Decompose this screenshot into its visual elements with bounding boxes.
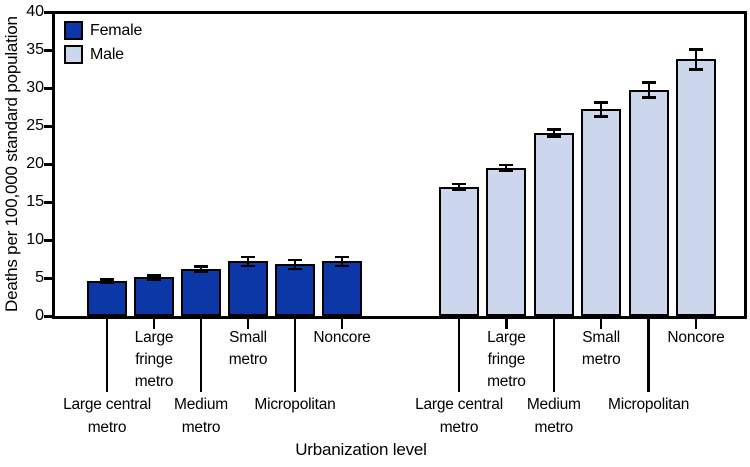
bar-male-medium-metro xyxy=(533,132,574,316)
category-label-small-metro: Small metro xyxy=(228,329,268,368)
x-axis-tick-medium-metro xyxy=(199,319,203,392)
bar-female-medium-metro xyxy=(181,268,221,316)
error-cap-bottom xyxy=(241,264,255,268)
bar-male-micropolitan xyxy=(628,89,669,316)
category-label-large-fringe-metro: Large fringe metro xyxy=(487,329,526,390)
y-tick-label: 40 xyxy=(26,3,44,20)
category-label-medium-metro: Medium metro xyxy=(174,396,228,436)
bar-female-micropolitan xyxy=(275,264,315,316)
error-cap-top xyxy=(452,182,466,186)
error-bar-male-noncore xyxy=(694,49,698,69)
category-label-small-metro: Small metro xyxy=(581,329,621,368)
error-cap-bottom xyxy=(288,267,302,271)
bar-female-small-metro xyxy=(228,261,268,316)
category-label-micropolitan: Micropolitan xyxy=(608,396,690,413)
error-cap-top xyxy=(194,265,208,269)
legend-swatch-female xyxy=(64,21,83,40)
y-axis-tick xyxy=(44,48,52,52)
error-cap-top xyxy=(499,163,514,167)
category-label-large-fringe-metro: Large fringe metro xyxy=(134,329,174,390)
y-axis-tick xyxy=(44,162,52,166)
y-axis-tick xyxy=(44,200,52,204)
category-label-medium-metro: Medium metro xyxy=(526,396,581,436)
category-label-noncore: Noncore xyxy=(667,329,725,346)
x-axis-tick-large-central-metro xyxy=(105,319,109,392)
error-bar-male-medium-metro xyxy=(552,129,555,137)
error-cap-bottom xyxy=(194,269,208,273)
error-cap-bottom xyxy=(689,67,703,71)
error-cap-bottom xyxy=(546,135,561,139)
x-axis-tick-micropolitan xyxy=(647,319,650,392)
error-cap-top xyxy=(147,274,161,277)
x-axis-tick-large-central-metro xyxy=(457,319,461,392)
bar-female-large-central-metro xyxy=(87,281,127,316)
error-cap-bottom xyxy=(335,264,349,268)
error-bar-female-micropolitan xyxy=(293,259,297,269)
error-cap-bottom xyxy=(452,188,466,192)
legend-item-male: Male xyxy=(64,45,142,64)
x-axis-tick-noncore xyxy=(340,319,344,329)
y-axis-tick xyxy=(44,238,52,242)
category-label-large-central-metro: Large central metro xyxy=(63,396,151,436)
error-bar-female-noncore xyxy=(340,256,344,266)
y-tick-label: 0 xyxy=(35,307,44,324)
y-tick-label: 15 xyxy=(26,193,44,210)
bar-male-large-fringe-metro xyxy=(486,167,527,316)
y-axis-tick xyxy=(44,314,52,318)
bar-female-large-fringe-metro xyxy=(134,277,174,316)
x-axis-tick-large-fringe-metro xyxy=(152,319,156,329)
bar-male-noncore xyxy=(676,59,716,316)
y-tick-label: 5 xyxy=(35,269,44,286)
error-cap-bottom xyxy=(147,277,161,281)
legend-item-female: Female xyxy=(64,21,142,40)
x-axis-tick-large-fringe-metro xyxy=(505,319,508,329)
error-cap-top xyxy=(335,255,349,259)
error-cap-top xyxy=(100,278,114,282)
y-axis-tick xyxy=(44,124,52,128)
category-label-micropolitan: Micropolitan xyxy=(254,396,336,413)
error-cap-bottom xyxy=(100,281,114,285)
category-label-noncore: Noncore xyxy=(313,329,371,346)
error-cap-top xyxy=(288,258,302,262)
y-tick-label: 30 xyxy=(26,79,44,96)
x-axis-tick-medium-metro xyxy=(552,319,556,392)
bar-male-large-central-metro xyxy=(439,186,479,316)
y-tick-label: 10 xyxy=(26,231,44,248)
y-axis-tick xyxy=(44,276,52,280)
error-bar-female-large-fringe-metro xyxy=(152,275,156,280)
y-axis-tick xyxy=(44,86,52,90)
error-cap-top xyxy=(689,48,703,51)
y-tick-label: 25 xyxy=(26,117,44,134)
x-axis-tick-micropolitan xyxy=(293,319,297,392)
error-cap-top xyxy=(546,127,561,131)
error-cap-bottom xyxy=(641,95,656,99)
y-tick-label: 20 xyxy=(26,155,44,172)
legend-label: Female xyxy=(90,21,143,39)
error-bar-female-small-metro xyxy=(246,256,250,266)
error-bar-male-small-metro xyxy=(600,102,603,117)
bar-female-noncore xyxy=(322,261,362,316)
legend-label: Male xyxy=(90,45,124,63)
x-axis-tick-small-metro xyxy=(599,319,603,329)
legend: Female Male xyxy=(64,21,142,64)
y-axis-tick xyxy=(44,10,52,14)
error-bar-male-large-central-metro xyxy=(457,183,461,190)
error-bar-male-large-fringe-metro xyxy=(505,164,508,171)
error-cap-top xyxy=(594,101,609,105)
bar-male-small-metro xyxy=(581,109,622,316)
legend-swatch-male xyxy=(64,45,83,64)
error-bar-female-medium-metro xyxy=(199,266,203,272)
x-axis-tick-noncore xyxy=(694,319,698,329)
error-bar-male-micropolitan xyxy=(647,81,650,98)
category-label-large-central-metro: Large central metro xyxy=(415,396,503,436)
y-tick-label: 35 xyxy=(26,41,44,58)
error-cap-top xyxy=(641,80,656,84)
error-cap-bottom xyxy=(594,114,609,118)
x-axis-tick-small-metro xyxy=(246,319,250,329)
error-cap-top xyxy=(241,255,255,259)
x-axis-title: Urbanization level xyxy=(295,440,427,459)
error-cap-bottom xyxy=(499,169,514,173)
